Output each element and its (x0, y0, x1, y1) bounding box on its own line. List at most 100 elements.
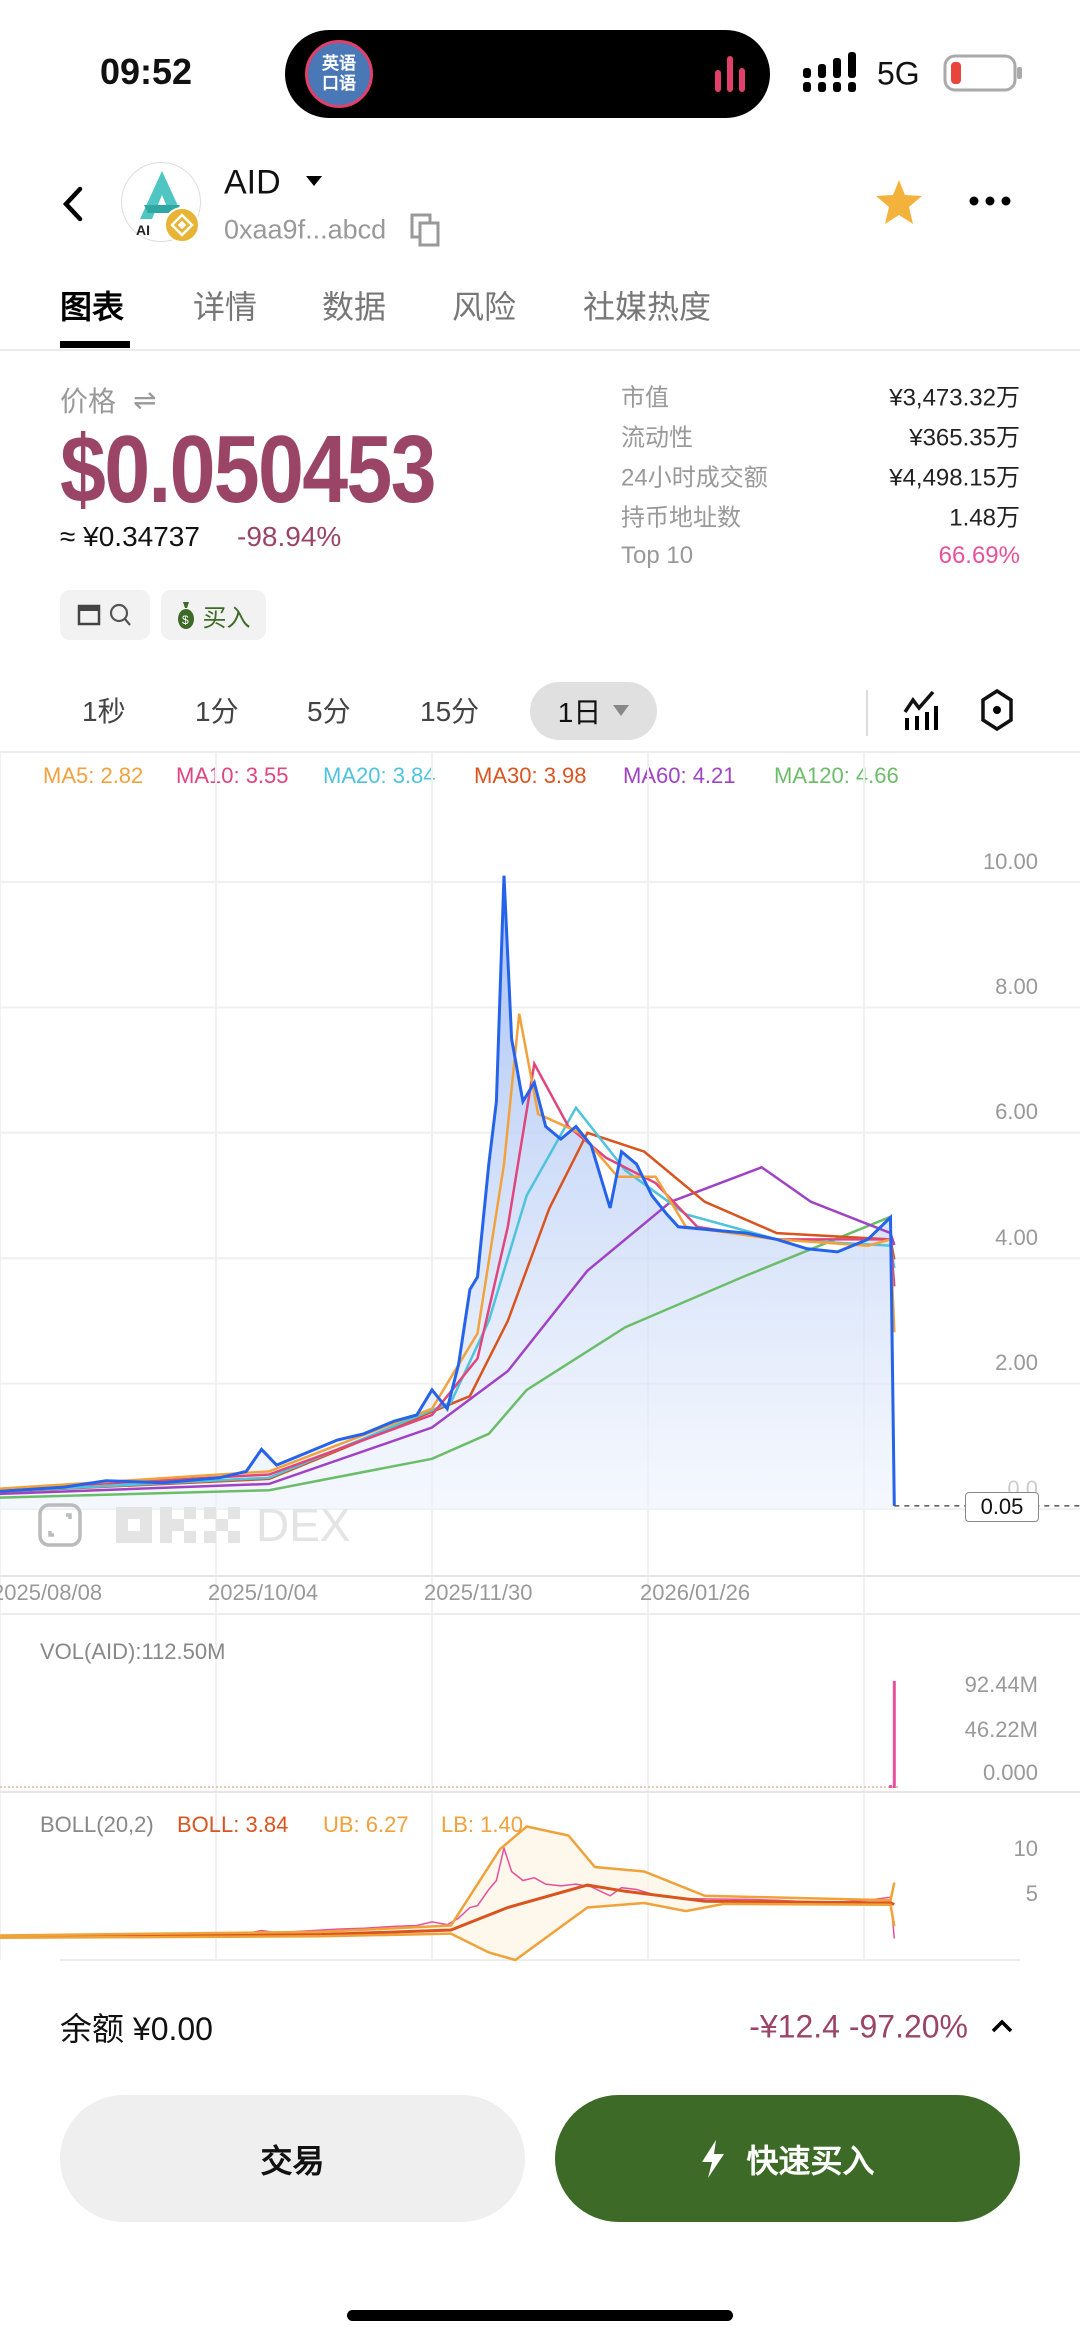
dynamic-island: 英语 口语 (285, 30, 770, 118)
volume-bar (224, 1786, 226, 1788)
pnl[interactable]: -¥12.4 -97.20% (749, 2008, 968, 2045)
price-cny: ≈ ¥0.34737 (60, 521, 200, 552)
volume-bar (252, 1786, 254, 1788)
token-name[interactable]: AID (224, 163, 281, 202)
volume-bar (128, 1786, 130, 1788)
volume-bar (316, 1786, 318, 1788)
volume-bar (740, 1786, 742, 1788)
volume-bar (816, 1786, 818, 1788)
tab-social[interactable]: 社媒热度 (583, 289, 712, 325)
swap-currency-icon[interactable]: ⇌ (133, 384, 157, 416)
volume-bar (16, 1786, 18, 1788)
volume-bar (176, 1786, 178, 1788)
okx-logo-icon (116, 1507, 240, 1543)
svg-text:AI: AI (136, 222, 150, 238)
volume-bar (164, 1786, 166, 1788)
volume-bar (584, 1786, 586, 1788)
volume-bar (92, 1786, 94, 1788)
browser-search-button[interactable] (60, 590, 150, 640)
tab-chart[interactable]: 图表 (60, 289, 125, 325)
volume-bar (268, 1786, 270, 1788)
back-icon[interactable] (58, 185, 86, 223)
volume-bar (372, 1786, 374, 1788)
volume-bar (700, 1786, 702, 1788)
volume-bar (112, 1786, 114, 1788)
volume-bar (828, 1786, 830, 1788)
token-logo: AI (121, 162, 201, 243)
x-tick: 2026/01/26 (640, 1580, 751, 1605)
volume-bar (712, 1786, 714, 1788)
volume-bar (388, 1786, 390, 1788)
volume-bar (552, 1786, 554, 1788)
timeframe-15m[interactable]: 15分 (420, 696, 480, 727)
volume-bar (872, 1786, 874, 1788)
volume-bar (348, 1786, 350, 1788)
timeframe-5m[interactable]: 5分 (307, 696, 351, 727)
volume-bar (884, 1786, 886, 1788)
tab-risk[interactable]: 风险 (452, 289, 517, 325)
volume-bar (848, 1786, 850, 1788)
favorite-star-icon[interactable] (874, 178, 924, 226)
volume-bar (232, 1786, 234, 1788)
chart-type-icon[interactable] (903, 690, 939, 732)
y-tick: 6.00 (995, 1099, 1038, 1124)
volume-bar (488, 1786, 490, 1788)
signal-icon (803, 52, 856, 92)
volume-bar (452, 1786, 454, 1788)
volume-bar (320, 1786, 322, 1788)
volume-bar (672, 1786, 674, 1788)
fullscreen-icon[interactable] (38, 1503, 82, 1547)
volume-bar (172, 1786, 174, 1788)
indicator-settings-icon[interactable] (979, 688, 1015, 732)
boll-mid-legend: BOLL: 3.84 (177, 1812, 289, 1837)
divider (0, 349, 1080, 351)
volume-bar (8, 1786, 10, 1788)
volume-bar (216, 1786, 218, 1788)
volume-bar (528, 1786, 530, 1788)
volume-bar (628, 1786, 630, 1788)
volume-bar (68, 1786, 70, 1788)
volume-bar (748, 1786, 750, 1788)
volume-bar (392, 1786, 394, 1788)
volume-bar (196, 1786, 198, 1788)
volume-bar (116, 1786, 118, 1788)
volume-bar (156, 1786, 158, 1788)
tab-details[interactable]: 详情 (193, 289, 258, 325)
volume-bar (292, 1786, 294, 1788)
volume-bar (600, 1786, 602, 1788)
buy-button[interactable]: $ 买入 (161, 590, 266, 640)
copy-icon[interactable] (410, 213, 442, 247)
timeframe-1d-selected[interactable]: 1日 (530, 682, 657, 740)
volume-bar (416, 1786, 418, 1788)
price-chart[interactable] (0, 0, 1080, 2000)
volume-bar (889, 1785, 893, 1788)
app-icon-text: 英语 (322, 54, 356, 73)
y-tick: 10.00 (982, 849, 1038, 874)
volume-bar (492, 1786, 494, 1788)
quick-buy-button[interactable]: 快速买入 (555, 2095, 1020, 2222)
volume-bar (656, 1786, 658, 1788)
volume-bar (80, 1786, 82, 1788)
timeframe-1s[interactable]: 1秒 (82, 696, 126, 727)
price-area (0, 875, 895, 1509)
stat-label: 流动性 (621, 424, 693, 452)
x-tick: 2025/10/04 (208, 1580, 319, 1605)
volume-bar (12, 1786, 14, 1788)
volume-bar (800, 1786, 802, 1788)
volume-bar (616, 1786, 618, 1788)
tab-data[interactable]: 数据 (322, 289, 387, 325)
buy-label: 买入 (202, 604, 251, 632)
volume-bar (464, 1786, 466, 1788)
volume-bar (868, 1786, 870, 1788)
volume-bar (144, 1786, 146, 1788)
volume-bar (420, 1786, 422, 1788)
boll-lb-legend: LB: 1.40 (441, 1812, 523, 1837)
dropdown-caret-icon[interactable] (306, 176, 322, 188)
volume-bar (48, 1786, 50, 1788)
timeframe-1m[interactable]: 1分 (195, 696, 239, 727)
trade-button[interactable]: 交易 (60, 2095, 525, 2222)
stat-value: ¥4,498.15万 (889, 464, 1020, 492)
volume-bar (608, 1786, 610, 1788)
chevron-up-icon[interactable] (990, 2018, 1014, 2034)
more-options-icon[interactable] (968, 194, 1012, 208)
